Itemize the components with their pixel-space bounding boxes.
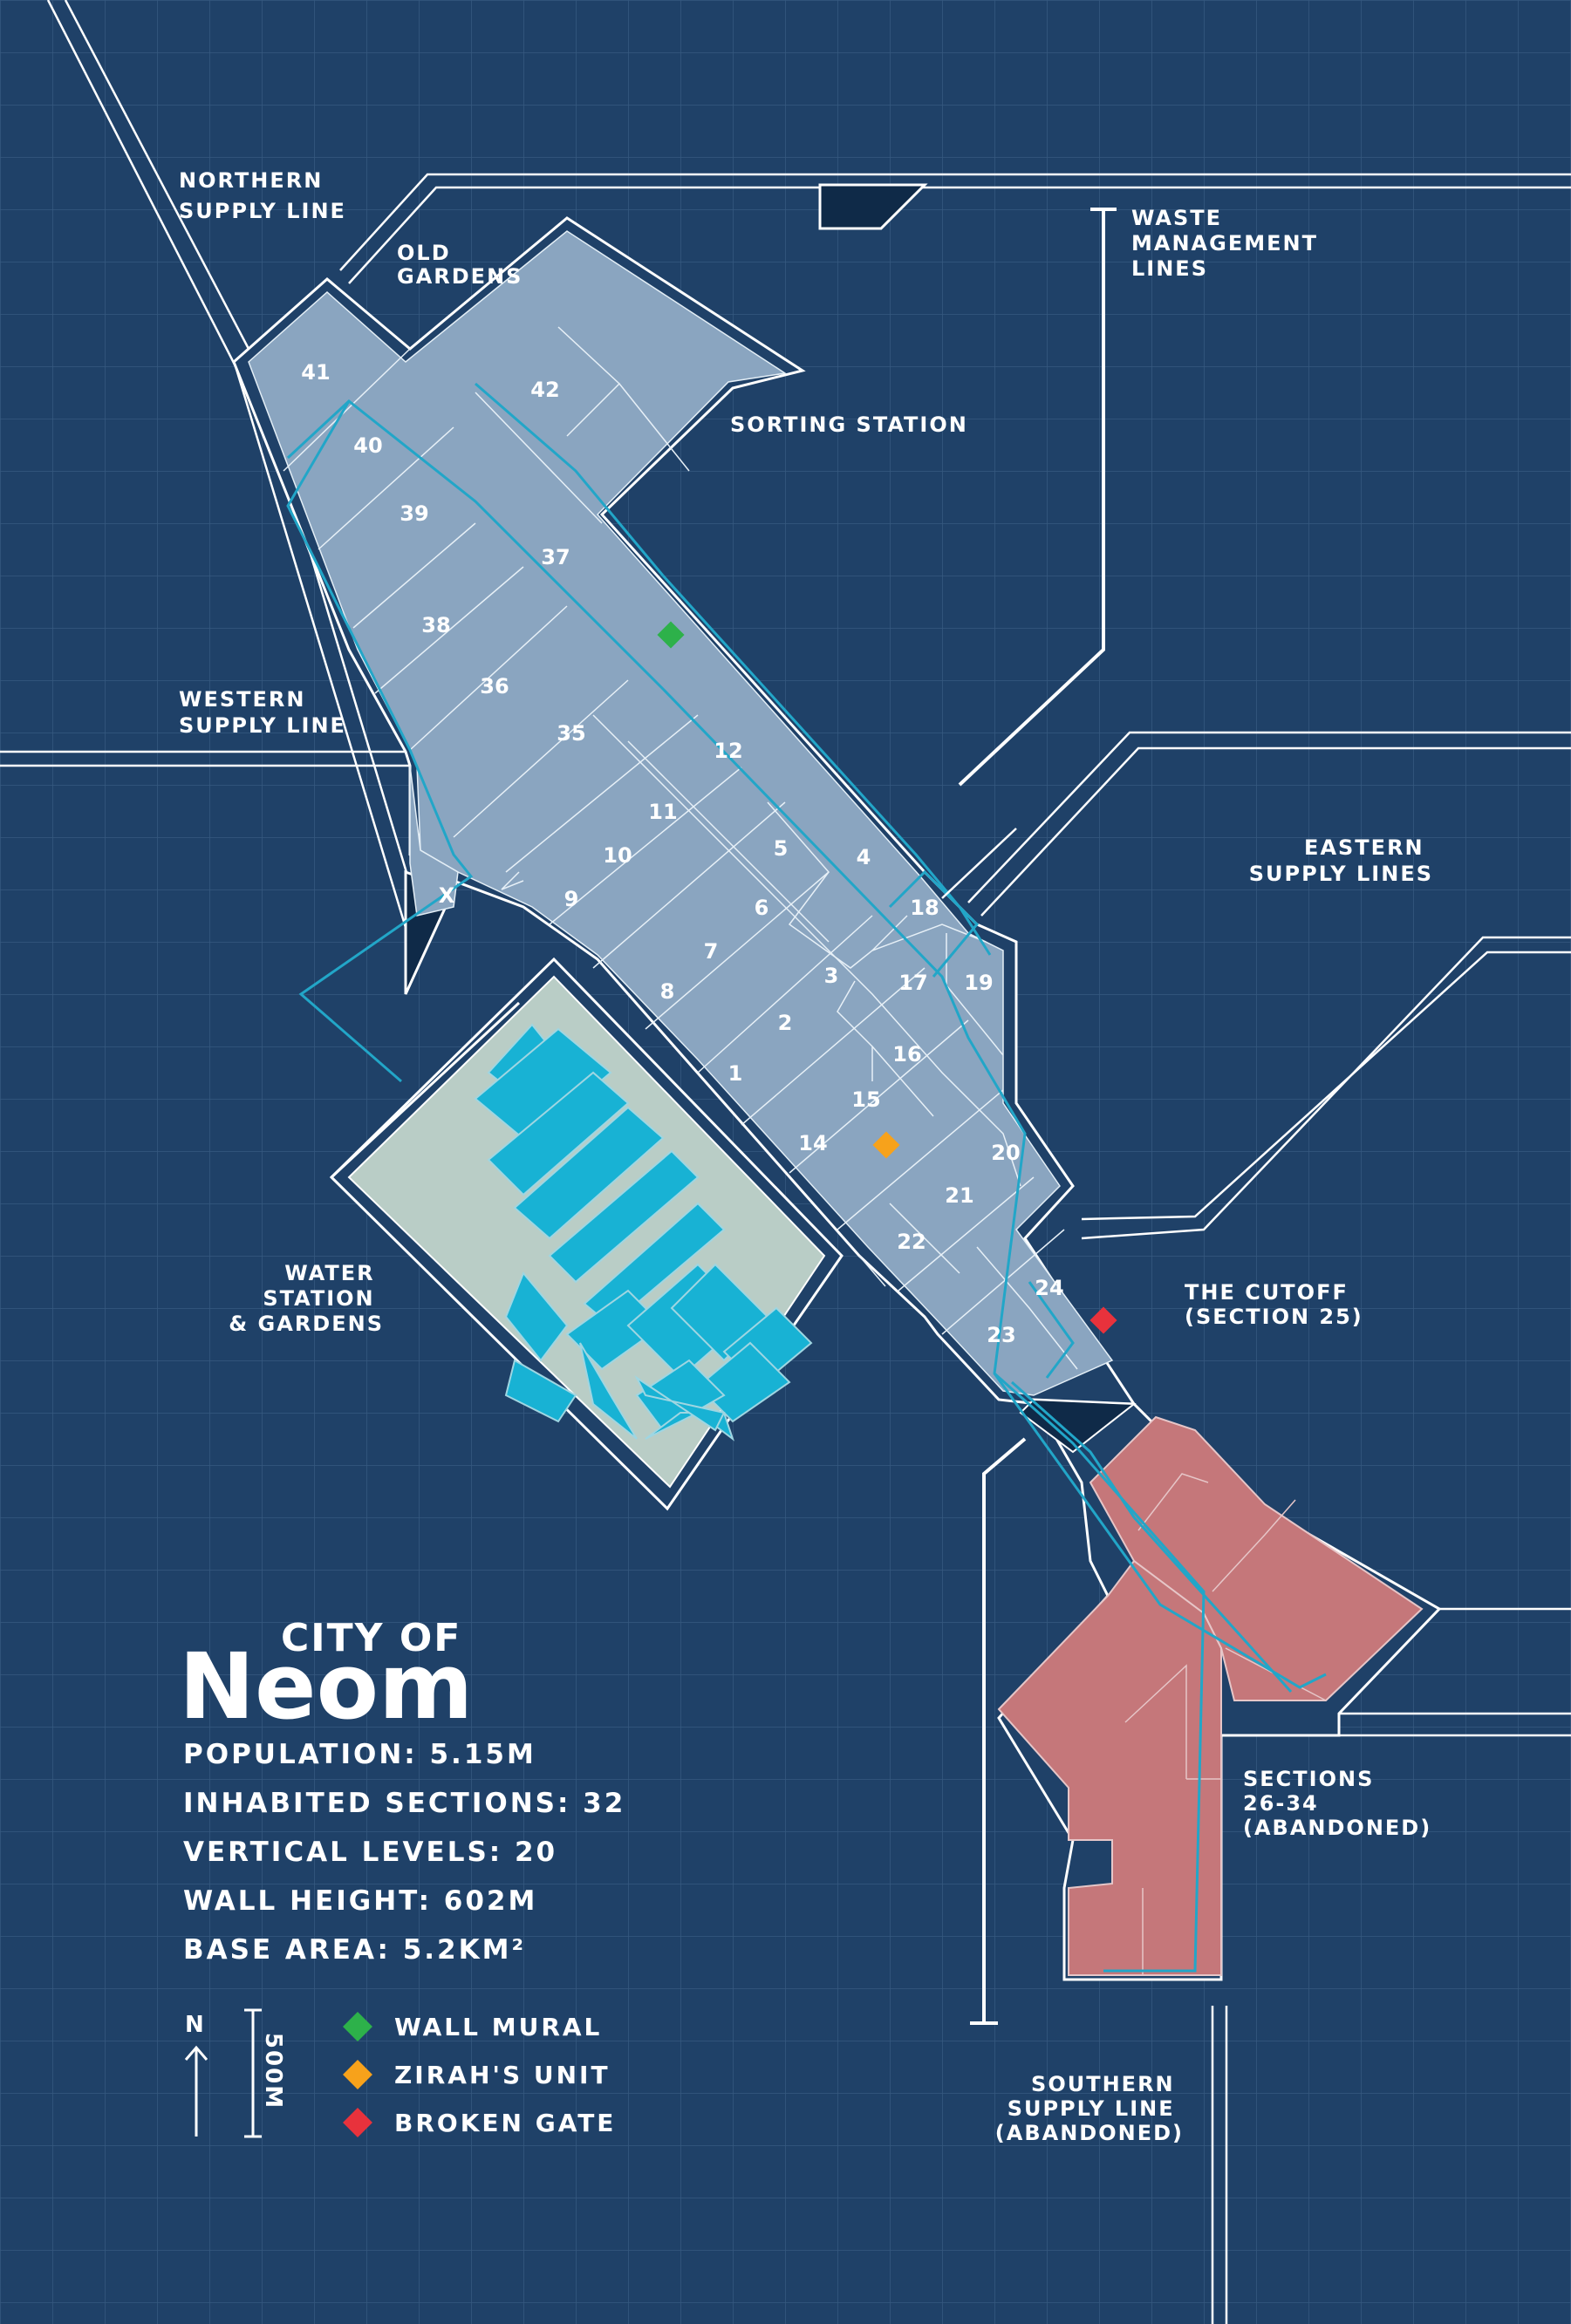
section-label: 1 — [728, 1061, 743, 1086]
abandoned-sections-label: SECTIONS 26-34 (ABANDONED) — [1243, 1767, 1431, 1840]
section-label: 12 — [714, 739, 742, 763]
north-letter: N — [185, 2012, 206, 2038]
section-label: X — [439, 883, 455, 908]
section-labels: 41 40 42 39 37 38 36 35 12 11 5 4 10 9 6… — [301, 360, 1063, 1347]
section-label: 8 — [660, 979, 675, 1004]
section-x-area — [409, 765, 459, 917]
old-gardens-label: OLD GARDENS — [397, 241, 523, 289]
western-supply-label: WESTERN SUPPLY LINE — [179, 687, 346, 738]
title-block: CITY OF Neom — [179, 1616, 473, 1740]
abandoned-zone — [997, 1398, 1442, 1981]
section-label: 36 — [480, 674, 509, 699]
title-large: Neom — [179, 1633, 473, 1740]
section-label: 11 — [648, 800, 677, 824]
southern-supply-label: SOUTHERN SUPPLY LINE (ABANDONED) — [995, 2072, 1184, 2145]
stat-levels: VERTICAL LEVELS: 20 — [183, 1837, 557, 1868]
section-label: 9 — [564, 887, 579, 911]
city-body — [232, 216, 1137, 1406]
stat-wall-height: WALL HEIGHT: 602M — [183, 1885, 537, 1917]
sorting-notch — [818, 183, 928, 230]
eastern-supply-label: EASTERN SUPPLY LINES — [1249, 835, 1433, 886]
section-label: 35 — [557, 721, 585, 746]
section-label: 4 — [857, 845, 871, 869]
section-label: 10 — [603, 843, 632, 868]
title-small: CITY OF — [281, 1616, 461, 1660]
stat-population: POPULATION: 5.15M — [183, 1739, 536, 1770]
scale-label: 500M — [260, 2033, 286, 2109]
waste-lines-label: WASTE MANAGEMENT LINES — [1131, 206, 1327, 281]
section-label: 39 — [400, 501, 428, 526]
section-label: 7 — [704, 939, 719, 964]
sorting-station-label: SORTING STATION — [730, 412, 968, 437]
cutoff-label: THE CUTOFF (SECTION 25) — [1185, 1280, 1363, 1329]
section-label: 16 — [892, 1042, 921, 1067]
city-stats: POPULATION: 5.15M INHABITED SECTIONS: 32… — [183, 1739, 625, 1966]
scale-bar: 500M — [244, 2008, 286, 2138]
water-station-label: WATER STATION & GARDENS — [229, 1261, 384, 1336]
northern-supply-label: NORTHERN SUPPLY LINE — [179, 168, 346, 223]
legend-gate-label: BROKEN GATE — [394, 2109, 616, 2137]
section-label: 6 — [755, 896, 769, 920]
section-label: 40 — [353, 433, 382, 458]
section-label: 41 — [301, 360, 330, 385]
section-label: 18 — [910, 896, 939, 920]
area-labels: NORTHERN SUPPLY LINE OLD GARDENS SORTING… — [179, 168, 1433, 2145]
water-station — [329, 957, 844, 1511]
section-label: 14 — [798, 1131, 827, 1155]
water-buildings — [474, 1023, 813, 1441]
compass: N — [184, 2012, 208, 2137]
section-label: 5 — [774, 836, 789, 861]
section-label: 2 — [778, 1011, 793, 1035]
section-label: 21 — [945, 1183, 973, 1208]
section-label: 20 — [991, 1141, 1020, 1165]
legend-zirah-label: ZIRAH'S UNIT — [394, 2061, 611, 2089]
section-label: 22 — [897, 1230, 926, 1254]
stat-base-area: BASE AREA: 5.2KM² — [183, 1934, 526, 1966]
service-lines — [958, 208, 1117, 2025]
north-arrow-icon — [184, 2045, 208, 2137]
legend-mural-label: WALL MURAL — [394, 2013, 602, 2041]
stat-sections: INHABITED SECTIONS: 32 — [183, 1788, 625, 1819]
section-label: 42 — [530, 378, 559, 402]
transit-routes — [286, 382, 1327, 1973]
section-label: 3 — [824, 964, 839, 988]
section-label: 19 — [964, 971, 993, 995]
section-borders — [283, 326, 1078, 1370]
section-label: 15 — [851, 1087, 880, 1112]
broken-gate-marker — [1089, 1306, 1117, 1334]
section-label: 37 — [541, 545, 570, 569]
section-label: 24 — [1035, 1276, 1063, 1300]
section-label: 23 — [987, 1323, 1015, 1347]
section-label: 17 — [898, 971, 927, 995]
legend: WALL MURAL ZIRAH'S UNIT BROKEN GATE — [343, 2012, 616, 2137]
section-label: 38 — [421, 613, 450, 637]
